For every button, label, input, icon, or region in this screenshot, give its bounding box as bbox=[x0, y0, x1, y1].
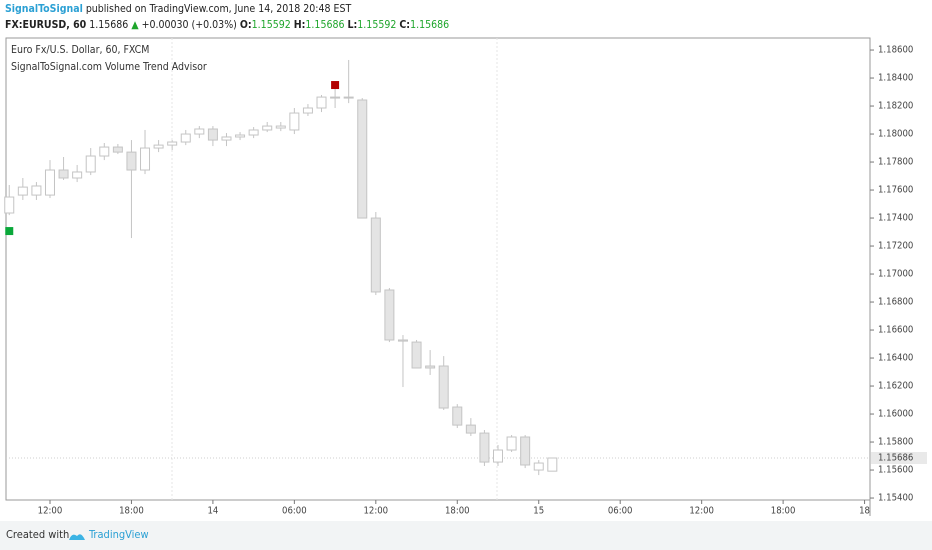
candle-body bbox=[493, 449, 504, 463]
last-price-label: 1.15686 bbox=[878, 453, 913, 464]
o: 1.15592 bbox=[251, 19, 291, 31]
pane-title: Euro Fx/U.S. Dollar, 60, FXCM bbox=[11, 44, 149, 56]
y-tick-label: 1.18600 bbox=[878, 45, 913, 56]
y-tick-label: 1.15600 bbox=[878, 465, 913, 476]
x-tick-label: 15 bbox=[533, 506, 544, 517]
y-tick-label: 1.17400 bbox=[878, 213, 913, 224]
x-tick-label: 06:00 bbox=[282, 506, 307, 517]
candle-body bbox=[140, 147, 151, 171]
y-tick-label: 1.15800 bbox=[878, 437, 913, 448]
y-tick-label: 1.17800 bbox=[878, 157, 913, 168]
x-tick-label: 12:00 bbox=[38, 506, 63, 517]
candle-body bbox=[547, 457, 558, 472]
published: published on TradingView.com, June 14, 2… bbox=[85, 3, 352, 15]
candle-body bbox=[438, 365, 449, 409]
c-label: C: bbox=[399, 19, 411, 31]
candle-body bbox=[85, 155, 96, 173]
candle-body bbox=[343, 96, 354, 99]
candle-body bbox=[126, 151, 137, 171]
candle-body bbox=[330, 96, 341, 99]
x-tick-label: 18 bbox=[859, 506, 870, 517]
h-label: H: bbox=[293, 19, 306, 31]
candle-body bbox=[302, 107, 313, 114]
logo bbox=[69, 534, 85, 540]
o-label: O: bbox=[239, 19, 252, 31]
header-line: FX:EURUSD, 60 1.15686 ▲ +0.00030 (+0.03%… bbox=[5, 17, 449, 33]
candle-body bbox=[506, 436, 517, 451]
candle-body bbox=[357, 99, 368, 219]
y-tick-label: 1.17200 bbox=[878, 241, 913, 252]
y-tick-label: 1.18200 bbox=[878, 101, 913, 112]
x-tick-label: 18:00 bbox=[445, 506, 470, 517]
candle-body bbox=[167, 141, 178, 146]
plot-frame bbox=[5, 37, 871, 501]
c: 1.15686 bbox=[410, 19, 450, 31]
y-tick-label: 1.18000 bbox=[878, 129, 913, 140]
candle-body bbox=[180, 133, 191, 143]
y-tick-label: 1.16800 bbox=[878, 297, 913, 308]
x-tick-label: 18:00 bbox=[119, 506, 144, 517]
candle-body bbox=[221, 136, 232, 141]
candle-body bbox=[533, 462, 544, 471]
candle-body bbox=[58, 169, 69, 179]
price: 1.15686 bbox=[89, 19, 129, 31]
candle-body bbox=[44, 169, 55, 196]
chart: Euro Fx/U.S. Dollar, 60, FXCM SignalToSi… bbox=[4, 37, 927, 517]
candle-body bbox=[72, 171, 83, 179]
brand[interactable]: TradingView bbox=[89, 528, 149, 541]
candle-body bbox=[4, 196, 15, 214]
signal bbox=[5, 227, 14, 236]
indicator-name: SignalToSignal.com Volume Trend Advisor bbox=[11, 61, 207, 73]
candle-body bbox=[384, 289, 395, 341]
candle-body bbox=[465, 424, 476, 434]
l-label: L: bbox=[347, 19, 358, 31]
x-tick-label: 12:00 bbox=[363, 506, 388, 517]
y-tick-label: 1.17000 bbox=[878, 269, 913, 280]
candle-body bbox=[275, 125, 286, 129]
candle-body bbox=[207, 128, 218, 141]
y-tick-label: 1.15400 bbox=[878, 493, 913, 504]
candle-body bbox=[397, 339, 408, 342]
y-tick-label: 1.17600 bbox=[878, 185, 913, 196]
candle-body bbox=[262, 125, 273, 131]
arrow: ▲ bbox=[131, 19, 139, 31]
change: +0.00030 (+0.03%) bbox=[141, 19, 237, 31]
candle-body bbox=[17, 186, 28, 196]
candle-body bbox=[235, 134, 246, 138]
last-price-box bbox=[871, 452, 927, 464]
candle-body bbox=[425, 365, 436, 369]
candle-body bbox=[411, 341, 422, 369]
x-tick-label: 14 bbox=[207, 506, 218, 517]
candle-body bbox=[289, 112, 300, 131]
candle-body bbox=[479, 432, 490, 463]
h: 1.15686 bbox=[305, 19, 345, 31]
header-line: SignalToSignal published on TradingView.… bbox=[5, 1, 449, 17]
y-tick-label: 1.16000 bbox=[878, 409, 913, 420]
candle-body bbox=[452, 406, 463, 426]
x-tick-label: 18:00 bbox=[771, 506, 796, 517]
candle-body bbox=[99, 146, 110, 157]
l: 1.15592 bbox=[357, 19, 397, 31]
header: SignalToSignal published on TradingView.… bbox=[5, 1, 449, 33]
candle-body bbox=[31, 185, 42, 196]
signal bbox=[331, 81, 340, 90]
author[interactable]: SignalToSignal bbox=[5, 3, 83, 15]
y-tick-label: 1.16400 bbox=[878, 353, 913, 364]
candle-body bbox=[248, 129, 259, 136]
candle-body bbox=[194, 128, 205, 135]
candle-body bbox=[370, 217, 381, 293]
candle-body bbox=[520, 436, 531, 466]
y-tick-label: 1.16200 bbox=[878, 381, 913, 392]
candle-body bbox=[153, 144, 164, 149]
symbol: FX:EURUSD, 60 bbox=[5, 19, 87, 31]
footer: Created with TradingView bbox=[0, 521, 932, 550]
candle-body bbox=[316, 96, 327, 109]
created-with: Created with bbox=[6, 528, 70, 541]
candle-body bbox=[112, 146, 123, 153]
y-tick-label: 1.18400 bbox=[878, 73, 913, 84]
x-tick-label: 06:00 bbox=[608, 506, 633, 517]
y-tick-label: 1.16600 bbox=[878, 325, 913, 336]
x-tick-label: 12:00 bbox=[689, 506, 714, 517]
